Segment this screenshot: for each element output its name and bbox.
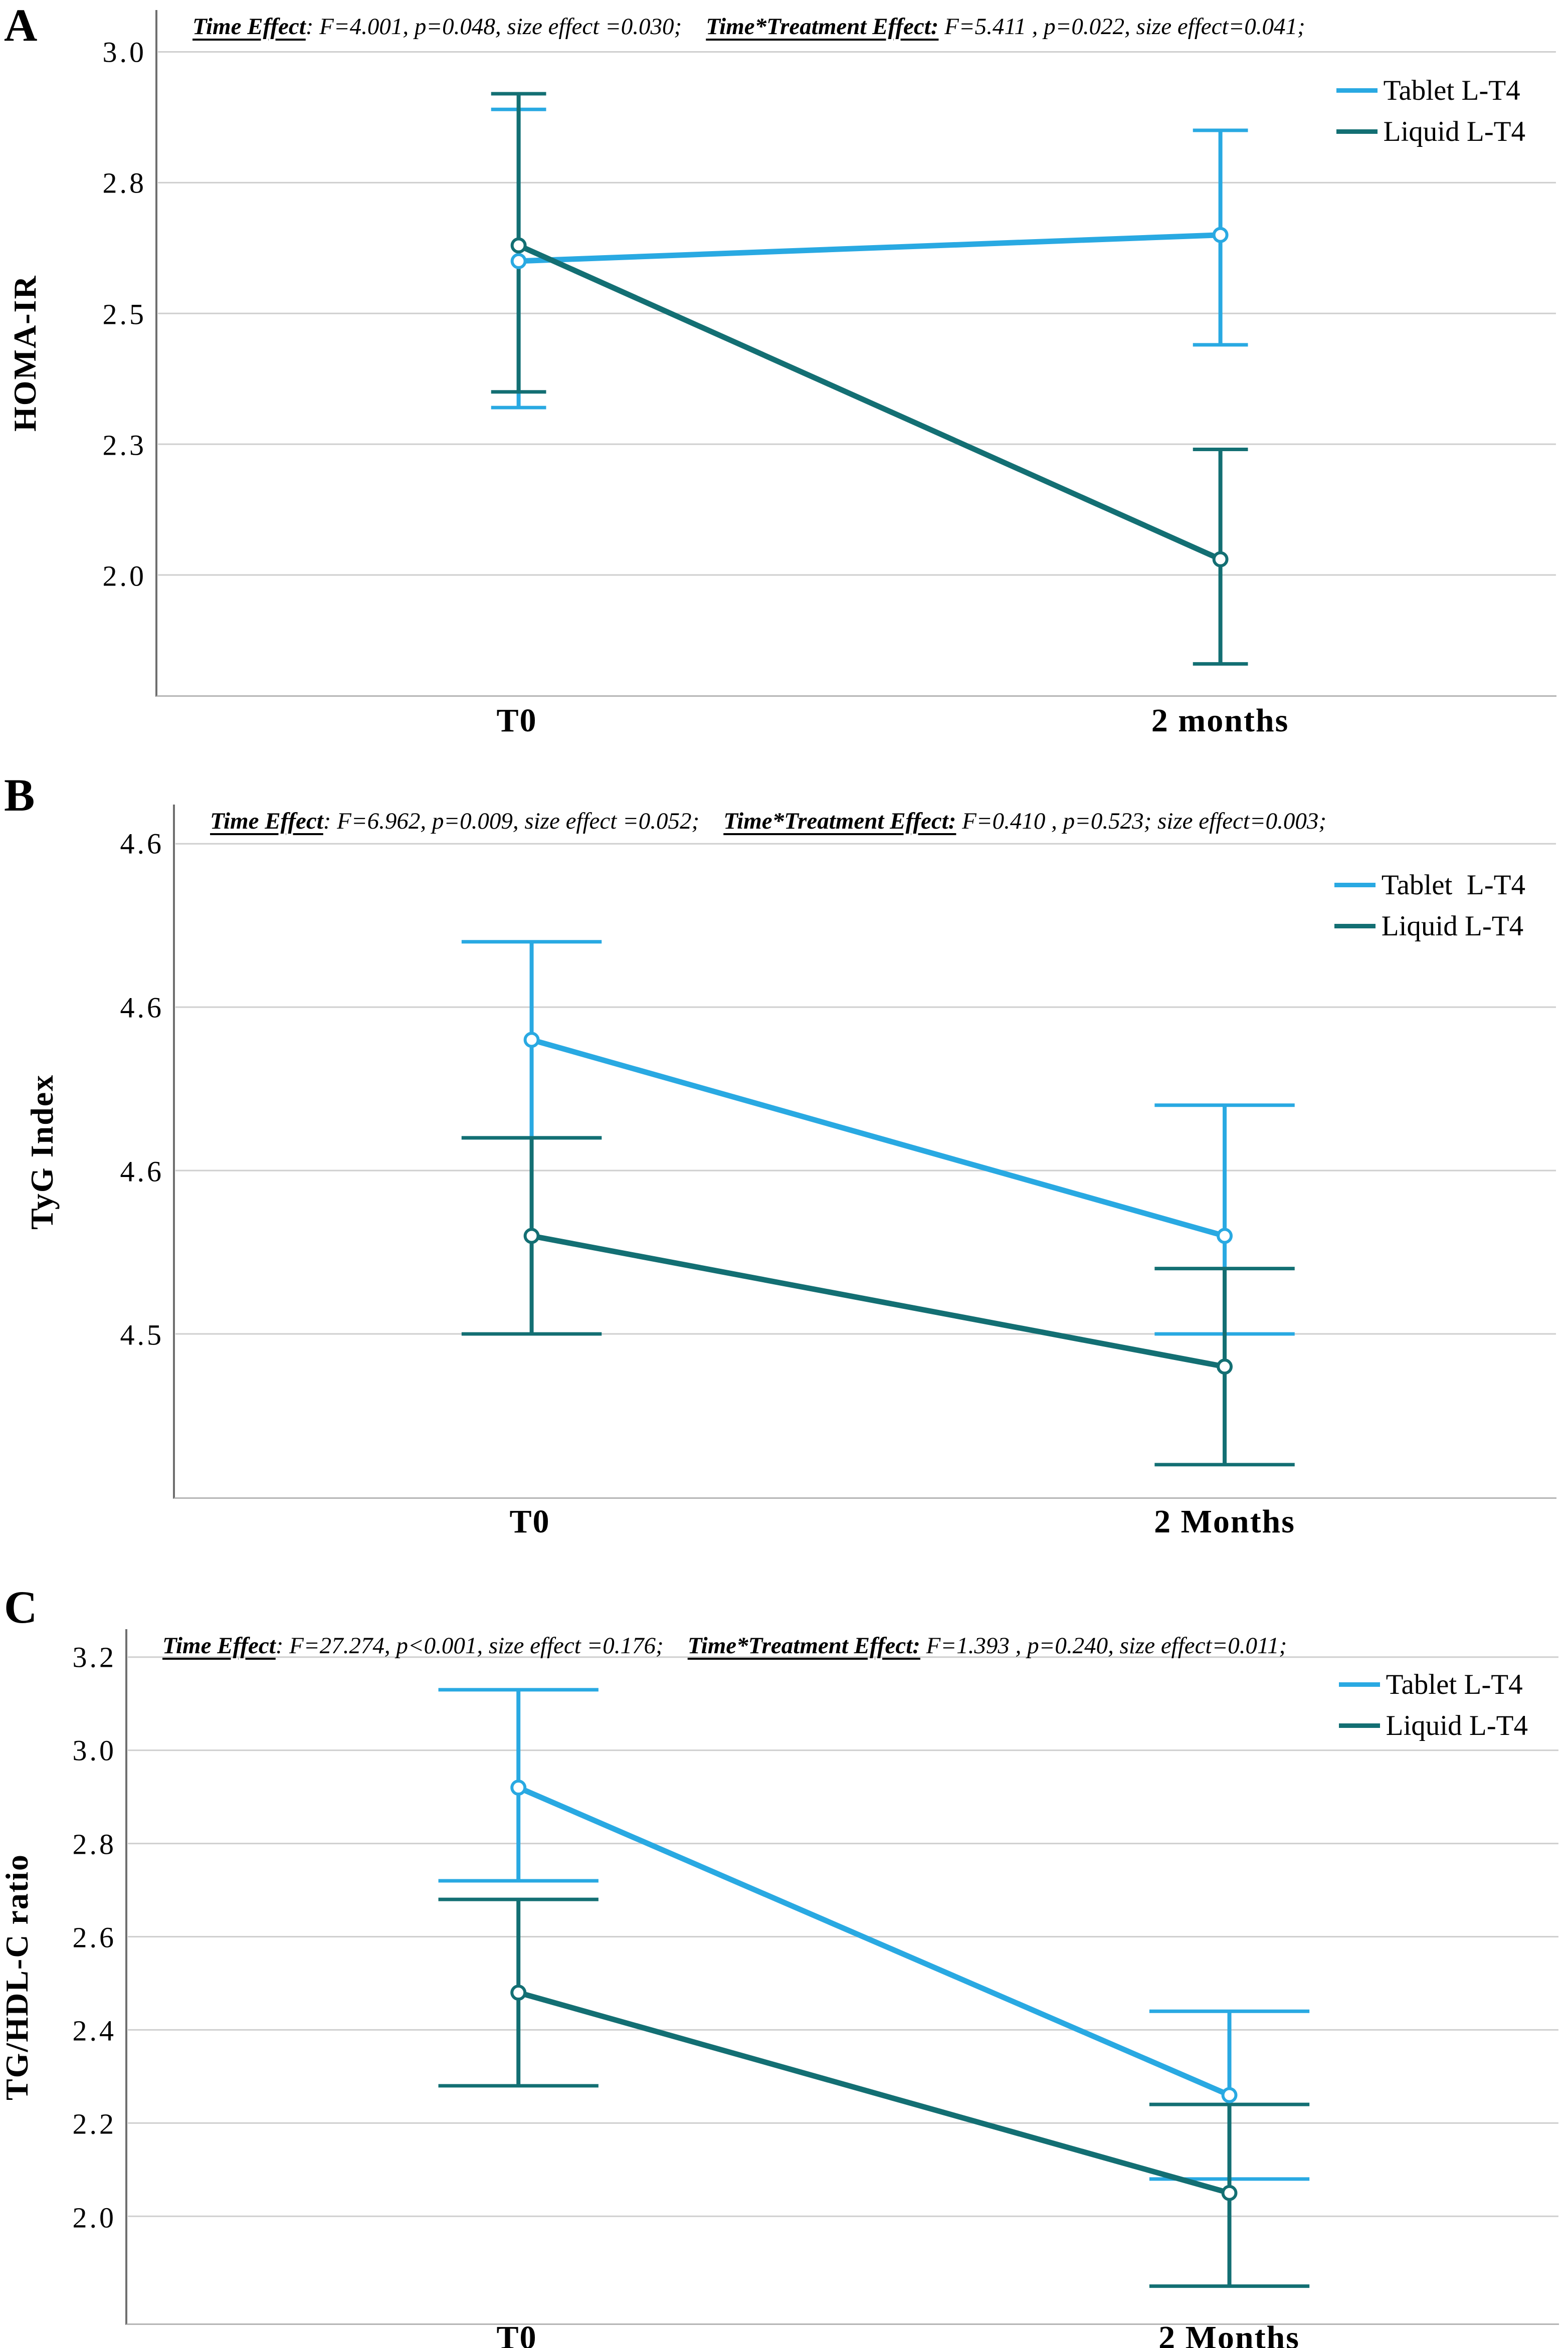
x-tick-label: 2 months — [1151, 702, 1289, 739]
legend: Tablet L-T4 Liquid L-T4 — [1336, 74, 1525, 148]
mean-line — [531, 1037, 1226, 1239]
y-tick-label: 2.5 — [102, 298, 146, 331]
mean-line — [518, 232, 1221, 264]
series-liquid-l-t4 — [491, 92, 1248, 666]
stats-header: Time Effect: F=6.962, p=0.009, size effe… — [210, 808, 1326, 835]
interaction-effect-stats: F=5.411 , p=0.022, size effect=0.041; — [938, 14, 1305, 40]
x-tick-label: 2 Months — [1154, 1503, 1295, 1540]
y-tick-label: 4.6 — [120, 827, 164, 860]
stats-header: Time Effect: F=27.274, p<0.001, size eff… — [162, 1632, 1287, 1659]
legend-line-swatch-tablet — [1336, 88, 1378, 93]
series-tablet-l-t4 — [491, 107, 1248, 410]
x-tick-label: 2 Months — [1158, 2319, 1300, 2348]
mean-line — [517, 243, 1222, 562]
legend: Tablet L-T4 Liquid L-T4 — [1338, 1668, 1528, 1742]
mean-marker — [1217, 1358, 1233, 1375]
stats-header: Time Effect: F=4.001, p=0.048, size effe… — [192, 13, 1305, 40]
time-effect-stats: : F=6.962, p=0.009, size effect =0.052; — [323, 808, 700, 834]
y-tick-label: 4.6 — [120, 991, 164, 1024]
y-tick-label: 2.8 — [102, 166, 146, 200]
line-chart — [128, 1656, 1558, 2288]
mean-marker — [523, 1228, 540, 1244]
legend-item: Tablet L-T4 — [1336, 74, 1525, 107]
legend-item: Liquid L-T4 — [1334, 910, 1525, 943]
line-chart — [175, 843, 1556, 1467]
y-tick-label: 2.4 — [72, 2014, 116, 2047]
legend-label: Liquid L-T4 — [1386, 1709, 1528, 1741]
y-axis-tick-labels: 3.0 2.8 2.5 2.3 2.0 — [50, 10, 146, 697]
y-tick-label: 3.0 — [102, 36, 146, 69]
interaction-effect-stats: F=0.410 , p=0.523; size effect=0.003; — [956, 808, 1327, 834]
y-axis-tick-labels: 4.6 4.6 4.6 4.5 — [68, 805, 164, 1499]
legend-item: Liquid L-T4 — [1336, 115, 1525, 148]
time-effect-label: Time Effect — [192, 14, 306, 40]
time-effect-stats: : F=27.274, p<0.001, size effect =0.176; — [275, 1633, 664, 1659]
panel-letter-c: C — [4, 1582, 38, 1633]
interaction-effect-label: Time*Treatment Effect: — [706, 14, 939, 40]
legend: Tablet L-T4 Liquid L-T4 — [1334, 869, 1525, 942]
y-axis-title: TyG Index — [24, 1074, 60, 1230]
mean-line — [531, 1233, 1226, 1369]
y-tick-label: 2.3 — [102, 429, 146, 462]
legend-label: Liquid L-T4 — [1381, 910, 1524, 942]
legend-line-swatch-liquid — [1338, 1723, 1380, 1728]
y-axis-title: HOMA-IR — [7, 275, 43, 432]
time-effect-stats: : F=4.001, p=0.048, size effect =0.030; — [305, 14, 682, 40]
mean-marker — [523, 1032, 540, 1048]
y-tick-label: 2.8 — [72, 1828, 116, 1860]
panel-letter-b: B — [4, 769, 35, 821]
time-effect-label: Time Effect — [162, 1633, 276, 1659]
mean-marker — [510, 253, 527, 269]
y-tick-label: 2.0 — [72, 2201, 116, 2234]
mean-marker — [510, 1985, 527, 2001]
legend-label: Liquid L-T4 — [1383, 115, 1525, 147]
mean-marker — [1217, 1228, 1233, 1244]
line-chart — [158, 51, 1556, 666]
legend-label: Tablet L-T4 — [1386, 1669, 1523, 1700]
plot-area: Time Effect: F=27.274, p<0.001, size eff… — [125, 1629, 1559, 2325]
legend-line-swatch-liquid — [1336, 129, 1378, 134]
mean-marker — [1212, 227, 1229, 243]
legend-line-swatch-tablet — [1338, 1682, 1380, 1687]
mean-marker — [510, 237, 527, 254]
legend-line-swatch-liquid — [1334, 923, 1376, 928]
x-tick-label: T0 — [496, 702, 537, 739]
time-effect-label: Time Effect — [210, 808, 323, 834]
plot-area: Time Effect: F=6.962, p=0.009, size effe… — [173, 805, 1556, 1499]
legend-line-swatch-tablet — [1334, 883, 1376, 888]
mean-line — [517, 1990, 1231, 2196]
y-tick-label: 2.6 — [72, 1921, 116, 1954]
legend-label: Tablet L-T4 — [1381, 869, 1525, 901]
series-liquid-l-t4 — [438, 1897, 1310, 2288]
y-tick-label: 4.5 — [120, 1318, 164, 1351]
y-tick-label: 3.0 — [72, 1734, 116, 1767]
mean-marker — [1212, 551, 1229, 567]
mean-line — [517, 1785, 1231, 2098]
legend-label: Tablet L-T4 — [1383, 75, 1520, 106]
y-axis-tick-labels: 3.2 3.0 2.8 2.6 2.4 2.2 2.0 — [20, 1629, 116, 2325]
y-tick-label: 4.6 — [120, 1155, 164, 1188]
interaction-effect-label: Time*Treatment Effect: — [723, 808, 956, 834]
interaction-effect-label: Time*Treatment Effect: — [687, 1633, 920, 1659]
series-liquid-l-t4 — [461, 1136, 1295, 1467]
y-tick-label: 3.2 — [72, 1641, 116, 1674]
mean-marker — [1221, 2087, 1238, 2103]
y-tick-label: 2.2 — [72, 2107, 116, 2140]
x-tick-label: T0 — [509, 1503, 550, 1540]
panel-letter-a: A — [4, 0, 38, 51]
mean-marker — [1221, 2185, 1238, 2201]
plot-area: Time Effect: F=4.001, p=0.048, size effe… — [155, 10, 1556, 697]
y-tick-label: 2.0 — [102, 559, 146, 593]
legend-item: Liquid L-T4 — [1338, 1709, 1528, 1742]
mean-marker — [510, 1780, 527, 1796]
interaction-effect-stats: F=1.393 , p=0.240, size effect=0.011; — [920, 1633, 1287, 1659]
legend-item: Tablet L-T4 — [1334, 869, 1525, 902]
legend-item: Tablet L-T4 — [1338, 1668, 1528, 1701]
x-tick-label: T0 — [496, 2319, 537, 2348]
